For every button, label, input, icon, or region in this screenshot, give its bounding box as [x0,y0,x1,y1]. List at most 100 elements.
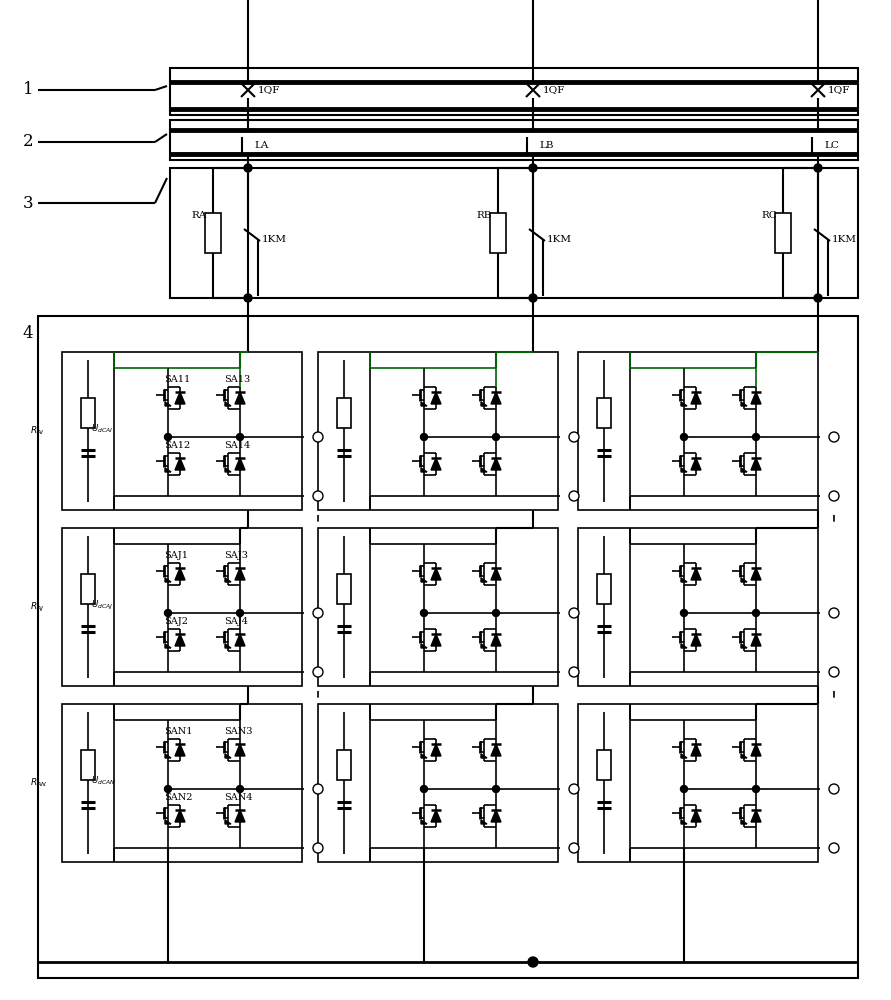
Polygon shape [235,568,245,580]
Polygon shape [681,754,687,758]
Bar [62,352,302,510]
Text: $R_{AN}$: $R_{AN}$ [30,777,47,789]
Polygon shape [165,820,171,824]
Circle shape [493,434,500,440]
Polygon shape [491,568,501,580]
Bar [81,574,95,604]
Polygon shape [165,402,171,406]
Bar [81,398,95,428]
Polygon shape [431,392,441,404]
Polygon shape [235,392,245,404]
Bar [38,316,858,978]
Polygon shape [681,468,687,472]
Circle shape [421,609,428,616]
Polygon shape [751,634,761,646]
Circle shape [244,294,252,302]
Polygon shape [751,568,761,580]
Polygon shape [691,392,701,404]
Circle shape [814,294,822,302]
Polygon shape [421,820,427,824]
Polygon shape [175,744,185,756]
Text: 1QF: 1QF [258,86,281,95]
Circle shape [681,434,688,440]
Polygon shape [741,468,747,472]
Polygon shape [491,392,501,404]
Circle shape [814,164,822,172]
Polygon shape [491,744,501,756]
Circle shape [829,784,839,794]
Circle shape [236,786,243,792]
Bar [337,574,351,604]
Polygon shape [225,468,231,472]
Circle shape [681,786,688,792]
Circle shape [313,608,323,618]
Text: 2: 2 [22,133,33,150]
Bar [62,528,302,686]
Bar [578,528,818,686]
Polygon shape [225,754,231,758]
Circle shape [829,843,839,853]
Polygon shape [751,744,761,756]
Polygon shape [751,458,761,470]
Polygon shape [431,744,441,756]
Text: RB: RB [476,211,491,220]
Text: SAN1: SAN1 [164,728,192,736]
Circle shape [165,786,171,792]
Polygon shape [481,820,487,824]
Polygon shape [751,810,761,822]
Circle shape [829,432,839,442]
Circle shape [313,843,323,853]
Polygon shape [691,810,701,822]
Text: 4: 4 [22,326,33,342]
Bar [205,213,221,253]
Text: 1: 1 [22,82,33,99]
Text: SAJ4: SAJ4 [224,617,248,626]
Bar [318,352,558,510]
Bar [337,750,351,780]
Polygon shape [421,754,427,758]
Polygon shape [235,810,245,822]
Circle shape [236,609,243,616]
Circle shape [421,434,428,440]
Circle shape [569,843,579,853]
Text: 1QF: 1QF [828,86,850,95]
Bar [490,213,506,253]
Bar [318,704,558,862]
Polygon shape [741,820,747,824]
Polygon shape [235,744,245,756]
Circle shape [529,164,537,172]
Polygon shape [681,402,687,406]
Text: SAN3: SAN3 [224,728,252,736]
Polygon shape [175,568,185,580]
Polygon shape [175,634,185,646]
Circle shape [313,491,323,501]
Polygon shape [741,578,747,582]
Polygon shape [481,468,487,472]
Bar [597,398,611,428]
Polygon shape [741,754,747,758]
Polygon shape [165,578,171,582]
Polygon shape [431,568,441,580]
Text: RA: RA [191,211,206,220]
Bar [170,168,858,298]
Circle shape [829,491,839,501]
Polygon shape [481,644,487,648]
Polygon shape [741,644,747,648]
Text: SAN4: SAN4 [224,794,252,802]
Polygon shape [175,392,185,404]
Circle shape [753,434,759,440]
Text: 1KM: 1KM [547,234,572,243]
Polygon shape [691,568,701,580]
Polygon shape [165,754,171,758]
Polygon shape [491,634,501,646]
Circle shape [569,784,579,794]
Polygon shape [175,458,185,470]
Circle shape [829,667,839,677]
Polygon shape [431,458,441,470]
Circle shape [753,786,759,792]
Text: SA13: SA13 [224,375,250,384]
Text: LA: LA [254,140,268,149]
Circle shape [165,434,171,440]
Circle shape [313,432,323,442]
Bar [337,398,351,428]
